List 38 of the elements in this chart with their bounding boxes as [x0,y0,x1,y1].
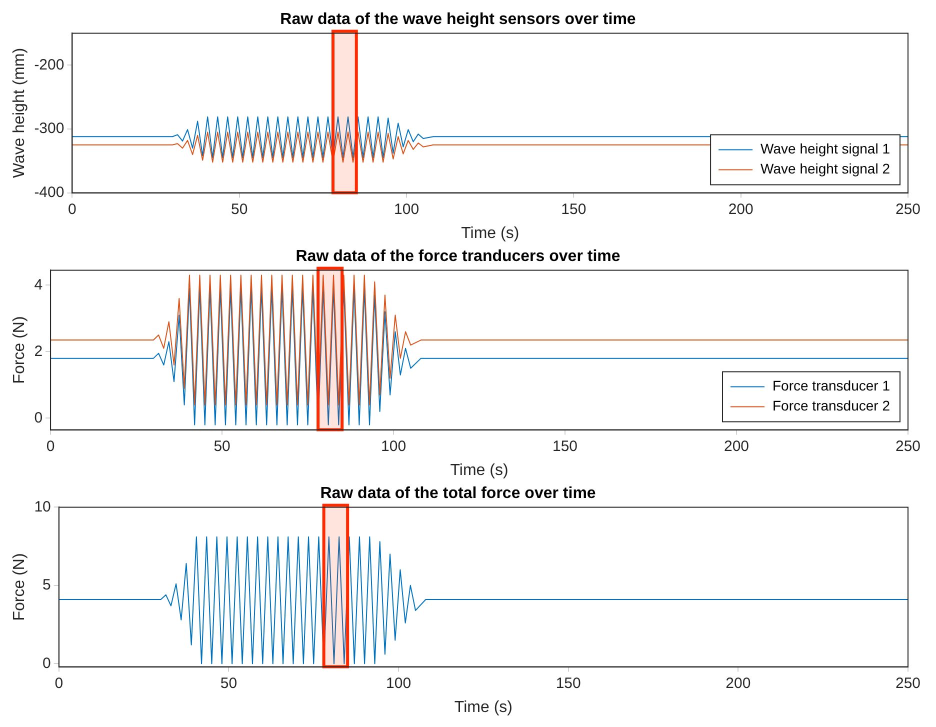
x-tick-label: 100 [394,200,420,218]
y-tick-label: -300 [34,120,64,138]
x-tick-label: 250 [895,200,921,218]
x-tick-label: 50 [220,674,238,692]
x-axis-title: Time (s) [454,698,512,716]
x-tick-label: 250 [895,674,921,692]
y-axis-title: Force (N) [11,316,28,384]
x-tick-label: 150 [561,200,586,218]
chart-title: Raw data of the wave height sensors over time [280,11,636,28]
x-tick-label: 0 [68,200,76,218]
x-tick-label: 50 [214,438,230,455]
y-axis-title: Wave height (mm) [11,48,28,178]
y-axis-title: Force (N) [11,553,28,621]
y-tick-label: -200 [34,56,64,74]
y-tick-label: 10 [34,498,51,516]
y-tick-label: 5 [42,576,51,594]
legend-label: Wave height signal 2 [760,160,890,177]
chart-title: Raw data of the total force over time [320,485,596,502]
legend-label: Force transducer 2 [772,398,890,414]
legend-label: Force transducer 1 [772,378,890,394]
x-tick-label: 150 [552,438,578,455]
legend-label: Wave height signal 1 [760,140,890,157]
x-tick-label: 200 [728,200,754,218]
y-tick-label: 0 [34,409,43,426]
x-axis-title: Time (s) [450,462,508,479]
x-tick-label: 200 [726,674,751,692]
x-tick-label: 150 [556,674,581,692]
x-tick-label: 100 [381,438,406,455]
y-tick-label: 2 [34,342,43,360]
x-tick-label: 100 [386,674,412,692]
chart-title: Raw data of the force tranducers over time [296,248,620,266]
y-tick-label: 0 [42,654,51,672]
y-tick-label: 4 [34,276,43,294]
x-tick-label: 250 [895,438,921,455]
x-tick-label: 200 [724,438,750,455]
x-axis-title: Time (s) [461,224,520,242]
y-tick-label: -400 [34,184,64,201]
x-tick-label: 50 [231,200,248,218]
